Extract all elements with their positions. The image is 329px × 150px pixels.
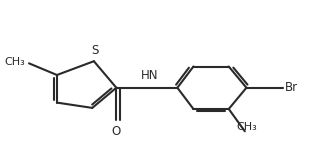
Text: S: S [91,44,98,57]
Text: CH₃: CH₃ [236,122,257,132]
Text: Br: Br [285,81,298,94]
Text: CH₃: CH₃ [4,57,25,67]
Text: O: O [112,125,121,138]
Text: HN: HN [141,69,159,82]
